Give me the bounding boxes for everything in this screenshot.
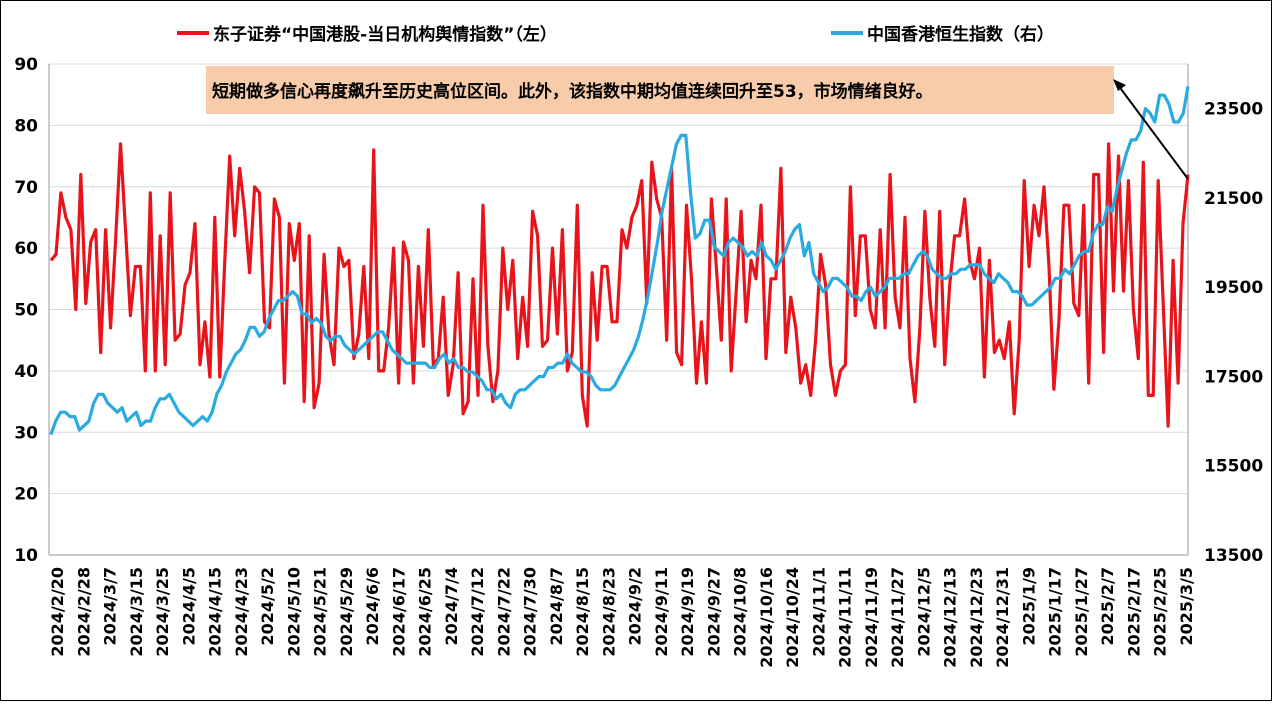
right-tick-label: 23500 xyxy=(1204,100,1263,120)
x-tick-label: 2025/2/17 xyxy=(1124,567,1143,657)
left-tick-label: 80 xyxy=(14,116,38,136)
x-tick-label: 2024/3/7 xyxy=(101,567,120,645)
x-tick-label: 2024/4/15 xyxy=(206,567,225,657)
x-tick-label: 2024/9/27 xyxy=(704,567,723,657)
x-tick-label: 2024/2/28 xyxy=(74,567,93,657)
x-tick-label: 2024/5/2 xyxy=(258,567,277,645)
annotation-arrowhead xyxy=(1113,79,1126,91)
x-tick-label: 2024/8/7 xyxy=(547,567,566,645)
x-tick-label: 2024/9/19 xyxy=(678,567,697,657)
right-tick-label: 17500 xyxy=(1204,367,1263,387)
legend: 东子证券“中国港股-当日机构舆情指数”（左） 中国香港恒生指数（右） xyxy=(177,24,1054,45)
x-tick-label: 2025/1/17 xyxy=(1046,567,1065,657)
x-tick-label: 2024/6/25 xyxy=(416,567,435,657)
x-tick-label: 2024/4/5 xyxy=(179,567,198,645)
x-tick-label: 2024/3/15 xyxy=(127,567,146,657)
x-tick-label: 2025/2/7 xyxy=(1098,567,1117,645)
x-tick-label: 2024/7/22 xyxy=(494,567,513,657)
x-tick-label: 2024/6/17 xyxy=(389,567,408,657)
x-tick-label: 2024/6/6 xyxy=(363,567,382,645)
x-tick-label: 2024/8/23 xyxy=(599,567,618,657)
x-tick-label: 2024/8/15 xyxy=(573,567,592,657)
x-tick-label: 2024/12/13 xyxy=(941,567,960,668)
x-tick-label: 2024/11/1 xyxy=(809,567,828,657)
left-tick-label: 30 xyxy=(14,423,38,443)
x-tick-label: 2024/9/2 xyxy=(626,567,645,645)
legend-label-sentiment: 东子证券“中国港股-当日机构舆情指数”（左） xyxy=(213,24,557,45)
x-tick-label: 2024/5/29 xyxy=(337,567,356,657)
x-tick-label: 2025/1/9 xyxy=(1019,567,1038,645)
annotation-text: 短期做多信心再度飙升至历史高位区间。此外，该指数中期均值连续回升至53，市场情绪… xyxy=(212,81,933,102)
right-axis-ticks: 13500 15500 17500 19500 21500 23500 xyxy=(1204,100,1263,566)
x-tick-label: 2025/3/5 xyxy=(1177,567,1196,645)
x-tick-label: 2024/12/31 xyxy=(993,567,1012,668)
x-tick-label: 2024/11/27 xyxy=(888,567,907,668)
annotation-box xyxy=(206,66,1114,114)
annotation-arrow-line xyxy=(1117,84,1189,180)
left-tick-label: 10 xyxy=(14,546,38,566)
right-tick-label: 19500 xyxy=(1204,278,1263,298)
x-tick-label: 2024/12/5 xyxy=(914,567,933,657)
x-tick-label: 2024/10/24 xyxy=(783,567,802,668)
x-tick-label: 2024/5/10 xyxy=(284,567,303,657)
x-tick-label: 2024/4/23 xyxy=(232,567,251,657)
x-tick-label: 2024/10/8 xyxy=(731,567,750,657)
right-tick-label: 21500 xyxy=(1204,189,1263,209)
x-tick-label: 2024/5/21 xyxy=(311,567,330,657)
series-line-hsi xyxy=(49,86,1190,436)
x-tick-label: 2024/9/11 xyxy=(652,567,671,657)
left-tick-label: 40 xyxy=(14,362,38,382)
x-tick-label: 2024/7/30 xyxy=(521,567,540,657)
x-tick-label: 2024/7/4 xyxy=(442,567,461,645)
right-tick-label: 13500 xyxy=(1204,546,1263,566)
left-tick-label: 50 xyxy=(14,301,38,321)
x-tick-label: 2024/11/19 xyxy=(862,567,881,668)
annotation: 短期做多信心再度飙升至历史高位区间。此外，该指数中期均值连续回升至53，市场情绪… xyxy=(206,66,1189,180)
x-tick-label: 2025/1/27 xyxy=(1072,567,1091,657)
legend-label-hsi: 中国香港恒生指数（右） xyxy=(867,24,1054,45)
left-tick-label: 70 xyxy=(14,178,38,198)
x-tick-label: 2024/7/12 xyxy=(468,567,487,657)
x-tick-label: 2024/12/23 xyxy=(967,567,986,668)
x-tick-label: 2024/2/20 xyxy=(48,567,67,657)
right-tick-label: 15500 xyxy=(1204,457,1263,477)
x-axis-ticks: 2024/2/20 2024/2/28 2024/3/7 2024/3/15 2024/… xyxy=(48,567,1196,668)
left-tick-label: 20 xyxy=(14,485,38,505)
x-tick-label: 2025/2/25 xyxy=(1151,567,1170,657)
x-tick-label: 2024/11/11 xyxy=(836,567,855,668)
left-axis-ticks: 10 20 30 40 50 60 70 80 90 xyxy=(14,55,38,566)
x-tick-label: 2024/10/16 xyxy=(757,567,776,668)
left-tick-label: 90 xyxy=(14,55,38,75)
left-tick-label: 60 xyxy=(14,239,38,259)
series-line-sentiment xyxy=(49,142,1190,428)
x-tick-label: 2024/3/25 xyxy=(153,567,172,657)
series-layer xyxy=(49,86,1190,436)
